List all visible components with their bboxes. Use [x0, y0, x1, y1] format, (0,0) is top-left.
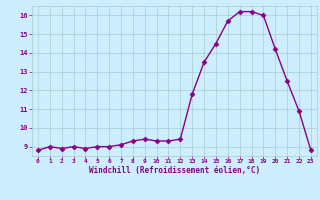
X-axis label: Windchill (Refroidissement éolien,°C): Windchill (Refroidissement éolien,°C): [89, 166, 260, 175]
